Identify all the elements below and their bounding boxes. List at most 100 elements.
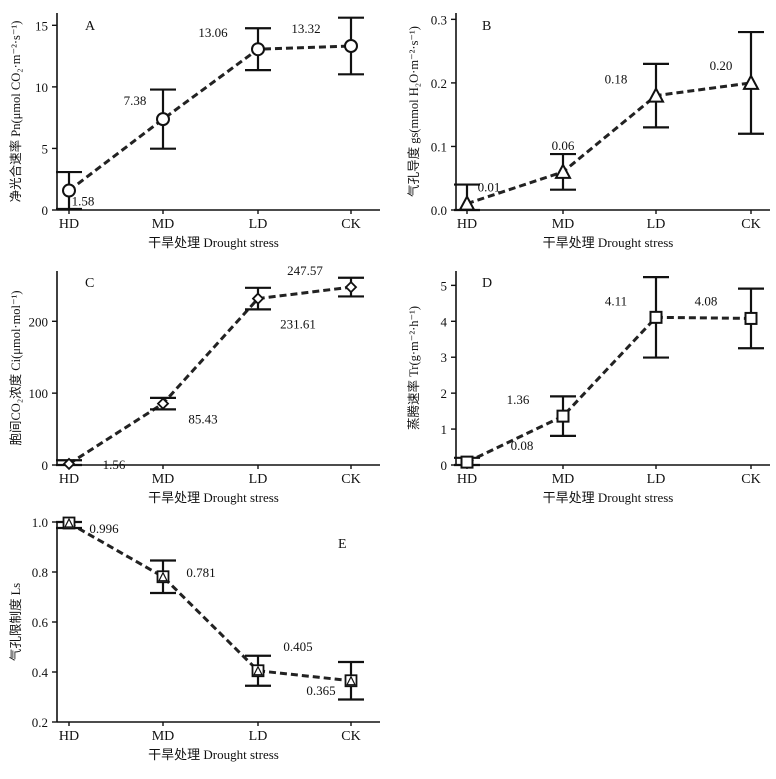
panel-label: E [338,537,347,552]
y-tick-label: 2 [441,386,448,401]
y-axis-title: 胞间CO₂浓度 Ci(μmol·mol⁻¹) [8,290,23,445]
x-axis-title: 干旱处理 Drought stress [543,235,674,250]
data-point-2 [649,310,663,324]
series-line [68,44,352,192]
data-label: 13.32 [291,21,320,36]
data-point-1 [156,570,170,584]
data-label: 0.781 [186,565,215,580]
data-label: 4.08 [695,293,718,308]
x-axis-title: 干旱处理 Drought stress [148,235,279,250]
data-point-1 [156,397,170,410]
data-label: 0.405 [283,639,312,654]
data-label: 7.38 [124,93,147,108]
y-tick-label: 10 [35,80,48,95]
data-label: 0.06 [552,138,575,153]
x-tick-label: HD [59,217,79,232]
data-label: 231.61 [280,317,316,332]
series-line [466,315,752,464]
panel-label: A [85,19,96,34]
data-point-0 [458,194,476,211]
x-tick-label: HD [457,217,477,232]
y-axis-title: 气孔限制度 Ls [8,583,23,661]
data-point-3 [344,674,358,688]
y-tick-label: 0.8 [32,565,48,580]
data-point-0-inner [64,517,74,528]
y-axis-title: 蒸腾速率 Tr(g·m⁻²·h⁻¹) [406,306,421,430]
series-line [68,521,352,683]
data-label: 0.18 [605,72,628,87]
y-axis-title: 净光合速率 Pn(μmol CO₂·m⁻²·s⁻¹) [8,21,23,203]
x-tick-label: HD [457,472,477,487]
x-tick-label: LD [647,217,666,232]
x-tick-label: CK [341,729,360,744]
x-tick-label: HD [59,729,79,744]
data-point-2 [251,664,265,678]
y-tick-label: 0.0 [431,203,447,218]
panel-label: B [482,19,491,34]
y-tick-label: 0 [42,458,49,473]
y-tick-label: 0.2 [32,715,48,730]
data-point-2 [251,292,265,305]
data-point-2 [647,86,665,103]
data-point-1 [156,112,170,127]
data-point-0 [62,516,76,530]
y-tick-label: 4 [441,314,448,329]
data-point-3 [742,73,760,90]
data-label: 0.996 [89,521,119,536]
x-tick-label: LD [249,729,268,744]
data-label: 13.06 [198,25,228,40]
x-tick-label: LD [249,472,268,487]
x-axis-title: 干旱处理 Drought stress [148,490,279,505]
y-tick-label: 5 [441,278,448,293]
x-tick-label: MD [152,472,175,487]
data-point-3-inner [346,675,356,686]
data-label: 4.11 [605,293,627,308]
data-point-3 [344,280,358,294]
panel-label: C [85,276,94,291]
panel-label: D [482,276,492,291]
data-point-1 [554,162,572,179]
panel-e: 0.2 0.4 0.6 0.8 1.0 HD MD LD CK 干旱处理 Drought stre… [8,515,380,762]
x-tick-label: HD [59,472,79,487]
data-point-1 [556,409,570,423]
data-point-3 [344,38,358,53]
y-tick-label: 0.6 [32,615,49,630]
data-point-3 [744,311,758,325]
data-label: 1.58 [72,194,95,209]
data-point-2 [251,42,265,57]
x-tick-label: LD [647,472,666,487]
data-point-0 [460,455,474,469]
x-axis-title: 干旱处理 Drought stress [148,747,279,762]
x-tick-label: MD [152,729,175,744]
data-label: 1.36 [507,392,530,407]
x-tick-label: CK [341,472,360,487]
x-tick-label: CK [741,472,760,487]
y-tick-label: 0 [42,203,49,218]
data-point-0 [62,183,76,198]
y-tick-label: 0 [441,458,448,473]
y-tick-label: 1 [441,422,448,437]
x-tick-label: CK [741,217,760,232]
panel-b: 0.0 0.1 0.2 0.3 HD MD LD CK 干旱处理 Drought stress 气… [406,12,770,250]
x-tick-label: CK [341,217,360,232]
panel-c: 0 100 200 HD MD LD CK 干旱处理 Drought stress 胞间CO₂浓… [8,263,380,505]
x-tick-label: MD [152,217,175,232]
data-label: 247.57 [287,263,323,278]
data-label: 85.43 [188,412,217,427]
x-tick-label: MD [552,217,575,232]
x-tick-label: LD [249,217,268,232]
y-tick-label: 15 [35,18,48,33]
y-tick-label: 1.0 [32,515,48,530]
data-point-0 [62,457,76,471]
data-label: 0.08 [511,438,534,453]
y-tick-label: 3 [441,350,448,365]
panel-d: 0 1 2 3 4 5 HD MD LD CK 干旱处理 Drought stress 蒸腾速率 Tr… [406,271,770,505]
panel-a: 0 5 10 15 HD MD LD CK 干旱处理 Drought stress 净光合速率 P… [8,13,380,250]
y-axis-title: 气孔导度 gs(mmol H₂O·m⁻²·s⁻¹) [406,26,421,197]
y-tick-label: 100 [29,386,49,401]
series-line [68,285,352,466]
data-label: 1.56 [103,457,126,472]
y-tick-label: 200 [29,314,49,329]
data-point-1-inner [158,571,168,582]
